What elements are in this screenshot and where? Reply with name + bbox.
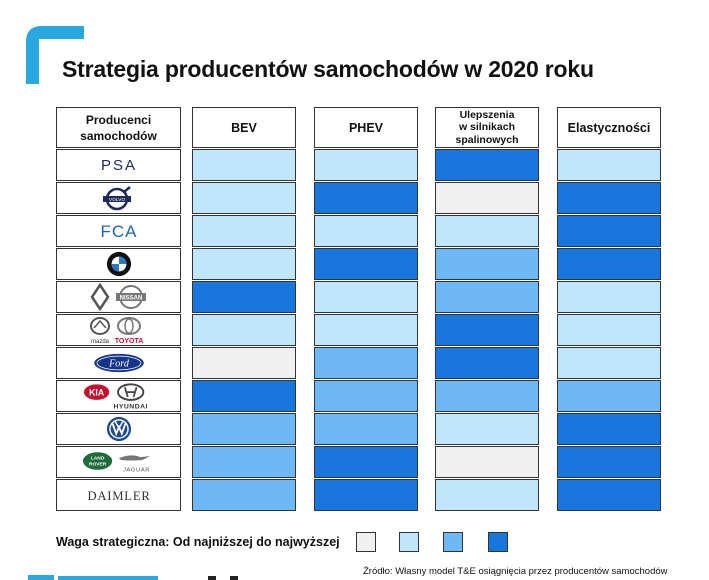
- svg-text:PSA: PSA: [100, 157, 136, 174]
- heatmap-cell: [557, 380, 661, 412]
- heatmap-cell: [557, 413, 661, 445]
- heatmap-cell: [557, 314, 661, 346]
- legend-swatch-highest: [488, 532, 508, 552]
- brand-row: Ford: [56, 347, 181, 379]
- daimler-logo-icon: DAIMLER: [80, 485, 158, 505]
- heatmap-cell: [192, 380, 296, 412]
- vw-logo-icon: [106, 416, 132, 442]
- heatmap-cell: [192, 446, 296, 478]
- heatmap-cell: [314, 314, 418, 346]
- heatmap-cell: [314, 215, 418, 247]
- heatmap-cell: [314, 182, 418, 214]
- heatmap-cell: [192, 281, 296, 313]
- brand-row: LAND ROVER JAGUAR: [56, 446, 181, 478]
- heatmap-cell: [557, 347, 661, 379]
- producers-header: Producenci samochodów: [56, 107, 181, 148]
- heatmap-cell: [435, 479, 539, 511]
- heatmap-cell: [192, 182, 296, 214]
- svg-text:JAGUAR: JAGUAR: [122, 468, 149, 474]
- brand-row: VOLVO: [56, 182, 181, 214]
- heatmap-cell: [192, 215, 296, 247]
- heatmap-cell: [192, 413, 296, 445]
- heatmap-cell: [314, 446, 418, 478]
- heatmap-cell: [435, 413, 539, 445]
- svg-text:DAIMLER: DAIMLER: [87, 489, 150, 503]
- brand-row: mazda TOYOTA: [56, 314, 181, 346]
- brand-row: FCA: [56, 215, 181, 247]
- brand-row: NISSAN: [56, 281, 181, 313]
- svg-text:HYUNDAI: HYUNDAI: [113, 404, 147, 411]
- heatmap-cell: [435, 182, 539, 214]
- corner-bracket-icon: [26, 26, 84, 84]
- svg-text:FCA: FCA: [100, 222, 137, 241]
- heatmap-cell: [192, 314, 296, 346]
- legend-swatch-low: [399, 532, 419, 552]
- brand-row: [56, 248, 181, 280]
- svg-text:VOLVO: VOLVO: [108, 197, 124, 203]
- brand-row: PSA: [56, 149, 181, 181]
- land-rover-jaguar-logo-icon: LAND ROVER JAGUAR: [82, 448, 156, 476]
- renault-nissan-logo-icon: NISSAN: [86, 283, 152, 311]
- bev-header: BEV: [192, 107, 296, 148]
- heatmap-cell: [435, 446, 539, 478]
- source-note: Źródło: Własny model T&E osiągnięcia prz…: [363, 566, 668, 577]
- legend-swatch-lowest: [356, 532, 376, 552]
- heatmap-cell: [557, 149, 661, 181]
- flexibility-header: Elastyczności: [557, 107, 661, 148]
- svg-text:Ford: Ford: [108, 359, 130, 370]
- heatmap-cell: [435, 281, 539, 313]
- legend-title: Waga strategiczna: Od najniższej do najw…: [56, 535, 340, 549]
- heatmap-cell: [435, 314, 539, 346]
- heatmap-cell: [557, 446, 661, 478]
- svg-text:KIA: KIA: [89, 388, 105, 398]
- footer-logo-icon: [28, 575, 238, 580]
- heatmap-cell: [435, 248, 539, 280]
- svg-text:LAND: LAND: [90, 456, 104, 462]
- heatmap-cell: [192, 149, 296, 181]
- heatmap-cell: [557, 479, 661, 511]
- volvo-logo-icon: VOLVO: [99, 185, 139, 211]
- heatmap-cell: [557, 248, 661, 280]
- heatmap-cell: [557, 215, 661, 247]
- brand-row: DAIMLER: [56, 479, 181, 511]
- heatmap-cell: [314, 347, 418, 379]
- svg-text:NISSAN: NISSAN: [119, 296, 142, 302]
- phev-header: PHEV: [314, 107, 418, 148]
- mazda-toyota-logo-icon: mazda TOYOTA: [86, 315, 152, 345]
- svg-text:mazda: mazda: [90, 339, 109, 345]
- svg-text:ROVER: ROVER: [88, 461, 106, 467]
- bmw-logo-icon: [106, 251, 132, 277]
- heatmap-cell: [314, 149, 418, 181]
- heatmap-cell: [557, 281, 661, 313]
- heatmap-cell: [314, 479, 418, 511]
- heatmap-cell: [192, 248, 296, 280]
- heatmap-cell: [192, 479, 296, 511]
- legend-swatch-high: [443, 532, 463, 552]
- heatmap-cell: [314, 380, 418, 412]
- fca-logo-icon: FCA: [89, 219, 149, 243]
- heatmap-cell: [435, 149, 539, 181]
- heatmap-cell: [435, 215, 539, 247]
- ford-logo-icon: Ford: [90, 352, 148, 374]
- heatmap-cell: [192, 347, 296, 379]
- heatmap-cell: [314, 413, 418, 445]
- brand-row: KIA HYUNDAI: [56, 380, 181, 412]
- svg-text:TOYOTA: TOYOTA: [114, 338, 143, 345]
- heatmap-cell: [557, 182, 661, 214]
- kia-hyundai-logo-icon: KIA HYUNDAI: [82, 381, 156, 411]
- psa-logo-icon: PSA: [89, 153, 149, 177]
- heatmap-cell: [314, 248, 418, 280]
- heatmap-cell: [314, 281, 418, 313]
- heatmap-cell: [435, 380, 539, 412]
- heatmap-cell: [435, 347, 539, 379]
- ice-improvements-header: Ulepszenia w silnikach spalinowych: [435, 107, 539, 148]
- page-title: Strategia producentów samochodów w 2020 …: [62, 56, 594, 82]
- brand-row: [56, 413, 181, 445]
